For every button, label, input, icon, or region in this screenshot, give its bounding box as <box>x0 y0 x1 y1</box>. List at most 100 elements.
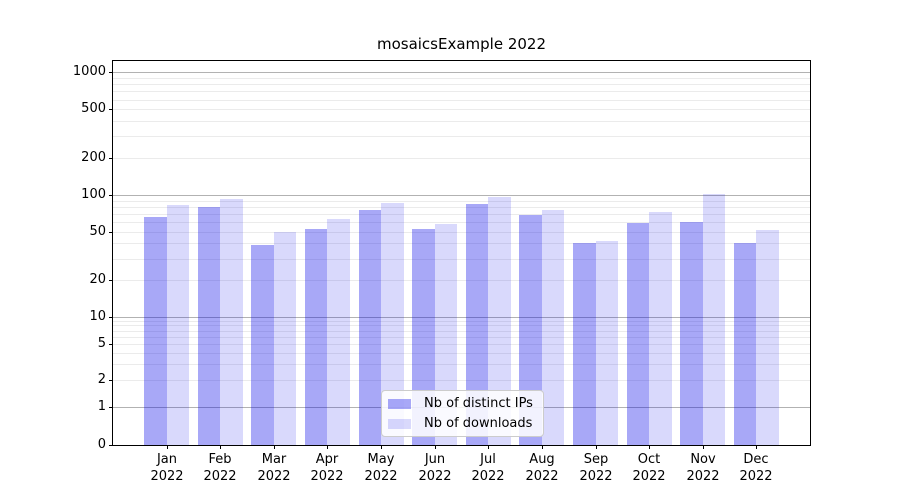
x-tick-label-oct: Oct 2022 <box>617 451 681 485</box>
x-tick-label-dec: Dec 2022 <box>724 451 788 485</box>
bar-downloads-sep <box>596 241 618 445</box>
legend: Nb of distinct IPs Nb of downloads <box>381 390 544 437</box>
x-tick-label-jun: Jun 2022 <box>403 451 467 485</box>
x-tick-label-jan: Jan 2022 <box>135 451 199 485</box>
minor-gridline <box>113 136 810 137</box>
minor-gridline <box>113 353 810 354</box>
x-tick-year: 2022 <box>471 469 505 484</box>
minor-gridline <box>113 232 810 233</box>
x-tick-year: 2022 <box>686 469 720 484</box>
y-tick-label: 1 <box>97 399 106 414</box>
x-tick-mark <box>596 445 597 449</box>
bar-ips-jan <box>144 217 167 445</box>
bar-downloads-may <box>381 203 404 445</box>
minor-gridline <box>113 78 810 79</box>
x-tick-year: 2022 <box>257 469 291 484</box>
x-tick-mark <box>274 445 275 449</box>
x-tick-label-apr: Apr 2022 <box>295 451 359 485</box>
x-tick-year: 2022 <box>525 469 559 484</box>
x-tick-year: 2022 <box>632 469 666 484</box>
bar-ips-oct <box>627 223 649 445</box>
y-tick-mark <box>109 232 113 233</box>
y-tick-label: 20 <box>89 272 106 287</box>
minor-gridline <box>113 222 810 223</box>
x-tick-year: 2022 <box>579 469 613 484</box>
x-tick-year: 2022 <box>418 469 452 484</box>
minor-gridline <box>113 325 810 326</box>
y-tick-mark <box>109 195 113 196</box>
x-tick-mark <box>649 445 650 449</box>
bar-downloads-nov <box>703 194 725 445</box>
bar-downloads-dec <box>756 230 779 445</box>
minor-gridline <box>113 207 810 208</box>
y-tick-label: 500 <box>81 101 106 116</box>
bar-ips-nov <box>680 222 703 445</box>
y-tick-label: 50 <box>89 224 106 239</box>
bar-ips-sep <box>573 243 596 445</box>
y-tick-mark <box>109 407 113 408</box>
x-tick-mark <box>542 445 543 449</box>
legend-item-downloads: Nb of downloads <box>388 416 537 431</box>
minor-gridline <box>113 331 810 332</box>
bar-downloads-feb <box>220 199 243 445</box>
minor-gridline <box>113 259 810 260</box>
x-tick-month: Feb <box>208 452 232 467</box>
bar-ips-feb <box>198 207 220 445</box>
minor-gridline <box>113 100 810 101</box>
y-tick-label: 10 <box>89 309 106 324</box>
bar-downloads-apr <box>327 219 350 445</box>
minor-gridline <box>113 214 810 215</box>
minor-gridline <box>113 243 810 244</box>
x-tick-year: 2022 <box>310 469 344 484</box>
x-tick-month: Aug <box>529 452 555 467</box>
chart-title: mosaicsExample 2022 <box>376 35 547 53</box>
minor-gridline <box>113 109 810 110</box>
plot-area <box>113 61 810 445</box>
bar-downloads-jun <box>435 224 457 445</box>
x-tick-mark <box>220 445 221 449</box>
legend-swatch-downloads-icon <box>388 418 411 429</box>
x-tick-mark <box>381 445 382 449</box>
x-tick-label-may: May 2022 <box>349 451 413 485</box>
bar-ips-jul <box>466 204 488 445</box>
y-tick-label: 0 <box>97 437 106 452</box>
x-tick-label-sep: Sep 2022 <box>564 451 628 485</box>
y-tick-label: 2 <box>97 372 106 387</box>
y-tick-label: 1000 <box>72 64 106 79</box>
x-tick-label-aug: Aug 2022 <box>510 451 574 485</box>
bar-ips-may <box>359 210 381 445</box>
y-tick-mark <box>109 317 113 318</box>
x-tick-year: 2022 <box>203 469 237 484</box>
minor-gridline <box>113 344 810 345</box>
minor-gridline <box>113 84 810 85</box>
x-tick-year: 2022 <box>150 469 184 484</box>
y-tick-mark <box>109 280 113 281</box>
x-tick-month: Oct <box>637 452 661 467</box>
x-tick-year: 2022 <box>739 469 773 484</box>
bar-ips-mar <box>251 245 274 445</box>
major-gridline <box>113 195 810 196</box>
x-tick-month: Jan <box>156 452 178 467</box>
minor-gridline <box>113 337 810 338</box>
x-tick-month: May <box>367 452 395 467</box>
major-gridline <box>113 72 810 73</box>
bar-ips-aug <box>519 215 542 445</box>
legend-label: Nb of downloads <box>424 416 533 431</box>
x-tick-mark <box>488 445 489 449</box>
y-tick-label: 5 <box>97 336 106 351</box>
bar-downloads-aug <box>542 210 564 445</box>
y-tick-mark <box>109 445 113 446</box>
bar-ips-apr <box>305 229 327 445</box>
x-tick-label-feb: Feb 2022 <box>188 451 252 485</box>
x-tick-mark <box>327 445 328 449</box>
minor-gridline <box>113 364 810 365</box>
y-tick-mark <box>109 72 113 73</box>
x-tick-mark <box>756 445 757 449</box>
x-tick-label-nov: Nov 2022 <box>671 451 735 485</box>
minor-gridline <box>113 380 810 381</box>
x-tick-month: Jun <box>424 452 446 467</box>
bar-downloads-jul <box>488 197 511 445</box>
minor-gridline <box>113 280 810 281</box>
y-tick-label: 100 <box>81 187 106 202</box>
